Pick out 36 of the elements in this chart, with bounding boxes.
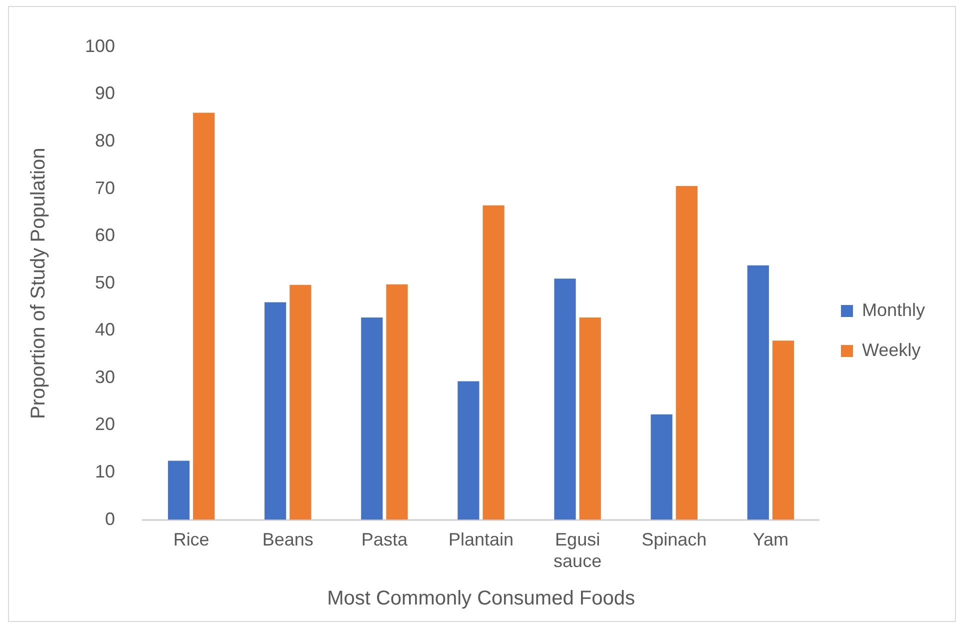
y-axis-title: Proportion of Study Population	[28, 148, 50, 420]
bar	[168, 460, 190, 520]
legend-label: Weekly	[862, 340, 921, 360]
y-tick-label: 0	[105, 508, 116, 529]
bar	[361, 317, 383, 520]
y-tick-label: 70	[95, 178, 116, 198]
x-tick-label: Beans	[262, 530, 314, 550]
bar	[193, 112, 215, 520]
bar	[482, 205, 504, 520]
y-tick-label: 90	[95, 83, 116, 104]
x-axis-title: Most Commonly Consumed Foods	[327, 588, 635, 610]
y-tick-label: 40	[95, 320, 116, 340]
y-tick-label: 50	[95, 272, 116, 292]
bar	[650, 414, 672, 520]
bar	[747, 265, 769, 520]
y-tick-label: 10	[95, 461, 116, 482]
bar	[554, 278, 576, 520]
y-tick-label: 100	[84, 36, 116, 56]
x-tick-label: Rice	[173, 530, 210, 550]
y-tick-label: 20	[95, 414, 116, 434]
legend-label: Monthly	[862, 300, 926, 320]
bar	[458, 381, 480, 520]
y-tick-label: 60	[95, 225, 116, 246]
x-tick-label: Pasta	[361, 530, 408, 550]
x-tick-label: Plantain	[448, 530, 514, 550]
x-tick-label: Yam	[752, 530, 789, 550]
bar	[386, 284, 408, 520]
y-tick-label: 30	[95, 366, 116, 387]
x-tick-label: Egusi sauce	[554, 530, 602, 572]
bar	[772, 340, 794, 520]
x-tick-label: Spinach	[642, 530, 707, 550]
bar	[290, 284, 312, 520]
bar	[579, 317, 601, 520]
y-tick-label: 80	[95, 130, 116, 151]
bar	[264, 302, 286, 520]
bar	[676, 186, 698, 520]
